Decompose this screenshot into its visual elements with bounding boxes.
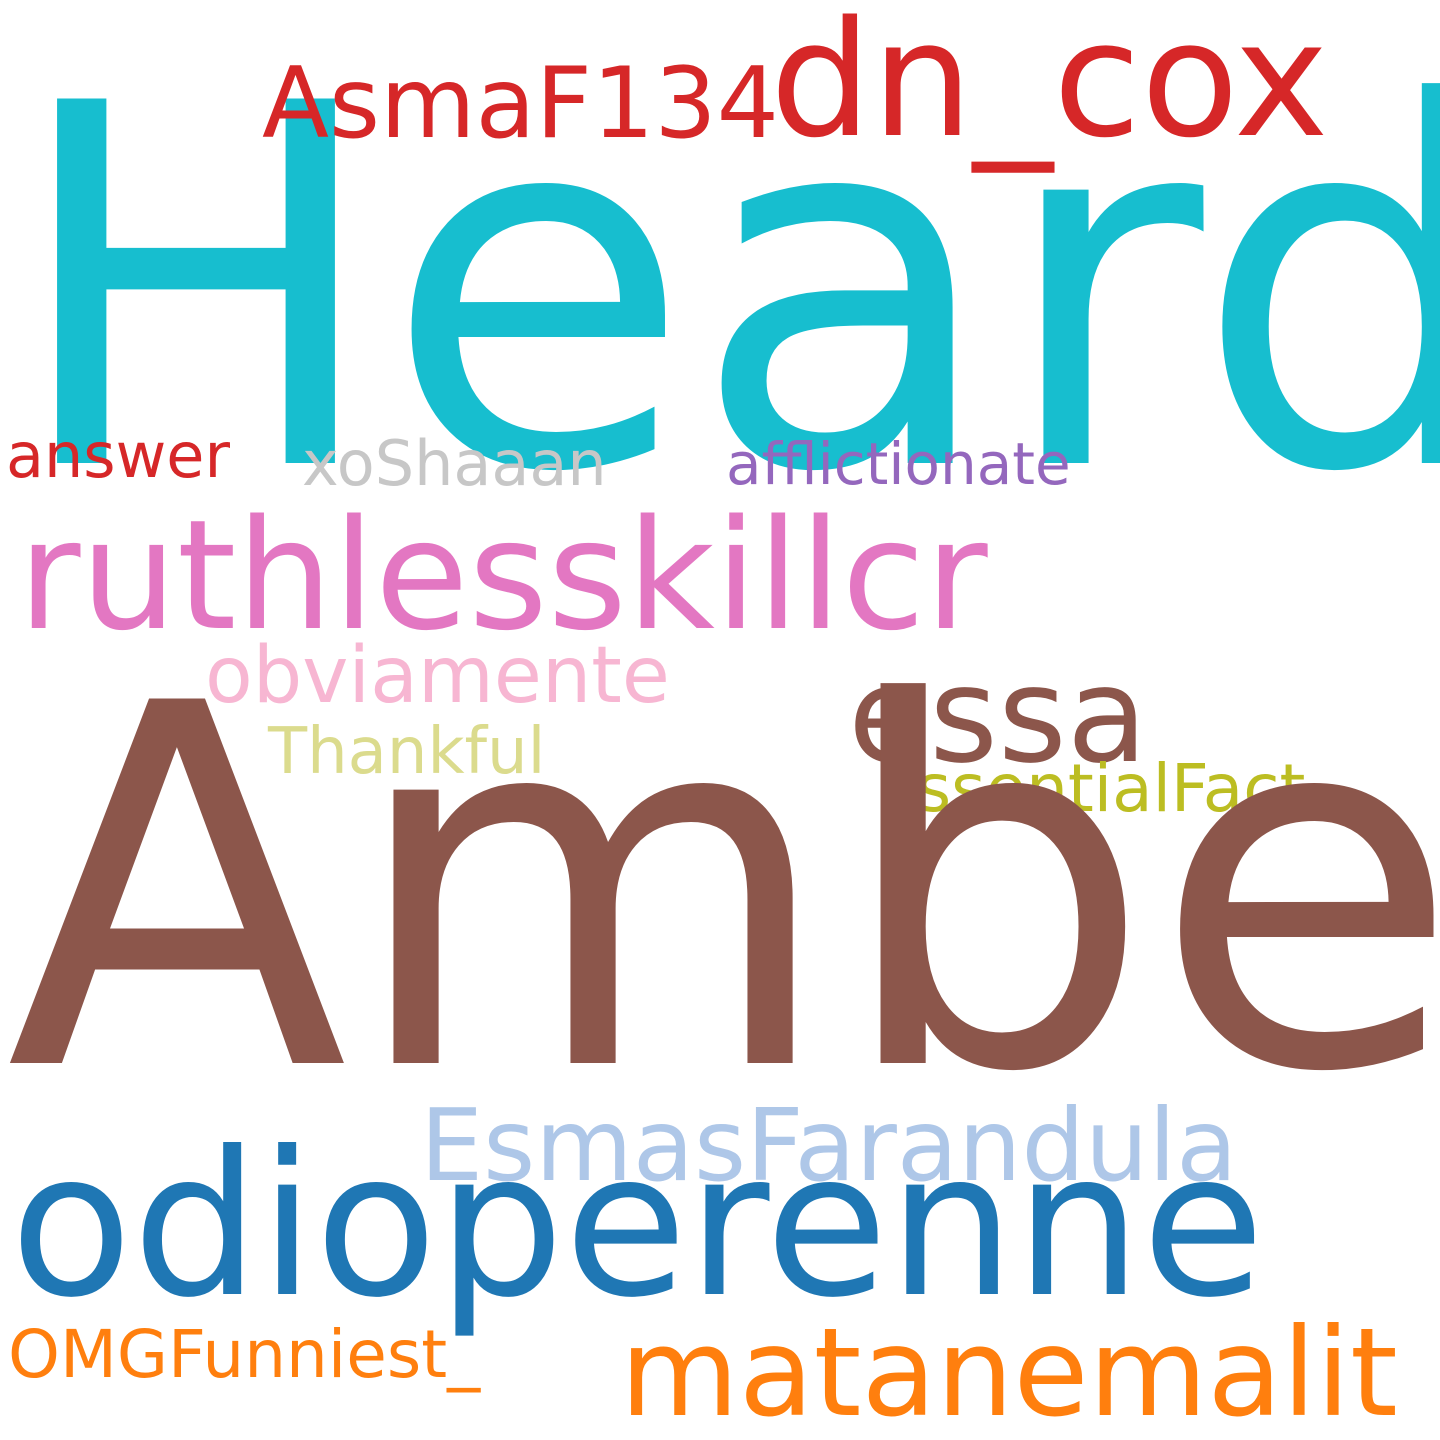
word-xoshaaan: xoShaaan [302,427,607,500]
word-asmaf134: AsmaF134 [262,47,780,161]
word-matanemalit: matanemalit [620,1302,1398,1440]
word-heard: Heard [8,0,1440,581]
word-essa: essa [848,639,1148,793]
word-ruthlesskillcr: ruthlesskillcr [18,487,988,664]
word-obviamente: obviamente [205,631,670,721]
word-thankful: Thankful [268,715,546,789]
word-answer: answer [6,419,230,492]
word-odioperenne: odioperenne [10,1109,1265,1342]
word-esmasfarandula: EsmasFarandula [420,1087,1238,1204]
word-afflictionate: afflictionate [726,430,1071,498]
word-dn-cox: dn_cox [770,0,1329,173]
word-essentialfact: EssentialFact [875,750,1306,827]
word-amber: Amber [6,599,1440,1181]
word-omgfunniest: OMGFunniest_ [8,1316,481,1393]
